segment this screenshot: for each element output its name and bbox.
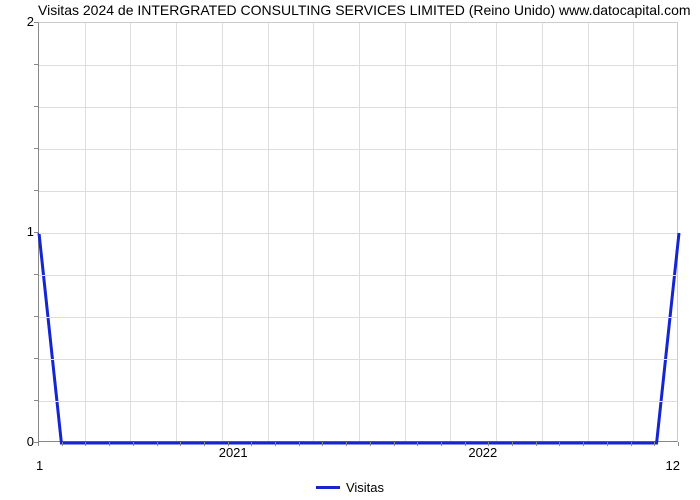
x-lower-right-label: 12: [666, 458, 680, 473]
y-tick-label: 0: [22, 434, 34, 449]
chart-title: Visitas 2024 de INTERGRATED CONSULTING S…: [38, 2, 691, 18]
x-tick-label: 2022: [468, 445, 497, 460]
visits-chart: Visitas 2024 de INTERGRATED CONSULTING S…: [0, 0, 700, 500]
legend: Visitas: [316, 480, 384, 495]
legend-label: Visitas: [346, 480, 384, 495]
plot-area: [38, 22, 678, 442]
legend-swatch: [316, 486, 340, 489]
x-tick-label: 2021: [219, 445, 248, 460]
x-lower-left-label: 1: [36, 458, 43, 473]
y-tick-label: 2: [22, 14, 34, 29]
y-tick-label: 1: [22, 224, 34, 239]
